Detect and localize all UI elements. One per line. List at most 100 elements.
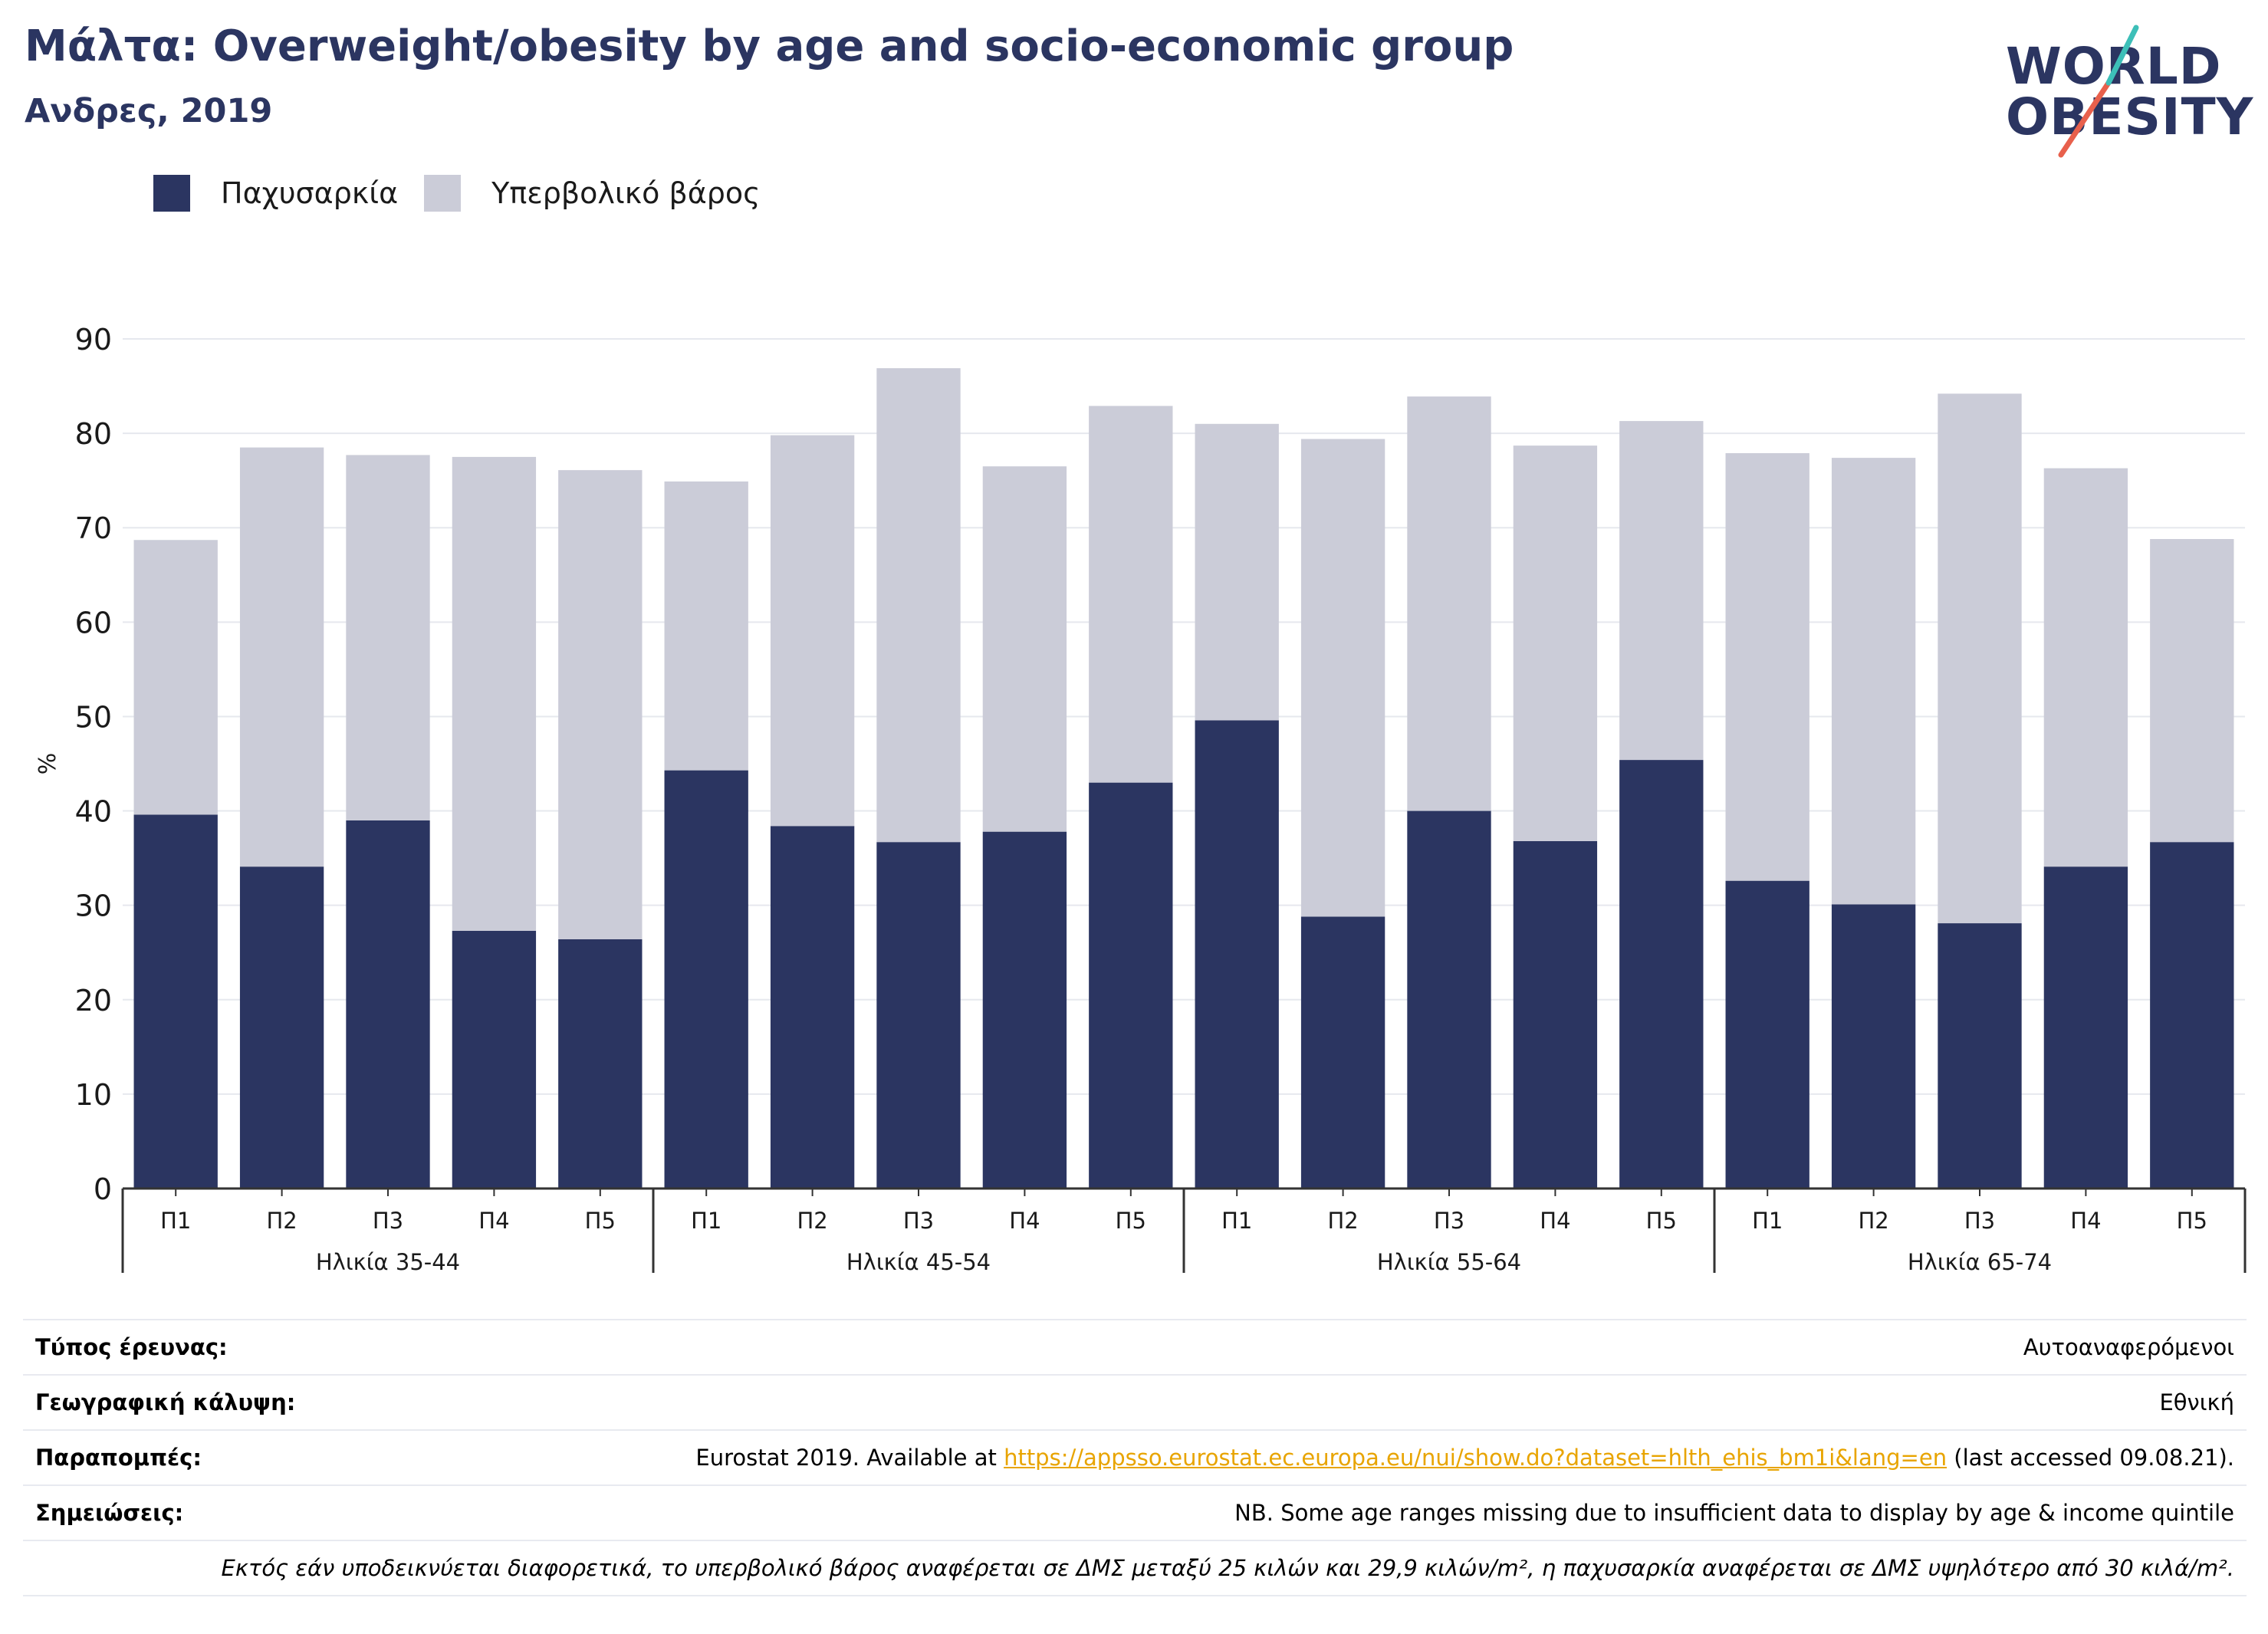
y-tick-label: 10 xyxy=(75,1078,112,1112)
x-tick-label: Π3 xyxy=(903,1208,934,1234)
bar-overweight xyxy=(346,455,430,820)
references-link[interactable]: https://appsso.eurostat.ec.europa.eu/nui… xyxy=(1004,1445,1948,1471)
bar-overweight xyxy=(1619,421,1704,761)
bar-overweight xyxy=(1938,393,2022,924)
x-tick-label: Π5 xyxy=(1116,1208,1146,1234)
info-definition-note: Εκτός εάν υποδεικνύεται διαφορετικά, το … xyxy=(221,1555,2235,1581)
logo-slash-icon xyxy=(2058,25,2139,158)
bar-obesity xyxy=(1619,760,1704,1189)
group-label: Ηλικία 55-64 xyxy=(1377,1249,1521,1275)
bar-overweight xyxy=(2150,538,2234,843)
info-row-definition: Εκτός εάν υποδεικνύεται διαφορετικά, το … xyxy=(23,1540,2247,1596)
info-label-notes: Σημειώσεις: xyxy=(35,1500,184,1526)
bar-overweight xyxy=(1831,458,1916,905)
bar-obesity xyxy=(1089,782,1173,1189)
bar-overweight xyxy=(1300,439,1385,917)
info-value-survey-type: Αυτοαναφερόμενοι xyxy=(2023,1334,2234,1360)
bar-overweight xyxy=(876,368,961,843)
info-row-coverage: Γεωγραφική κάλυψη: Εθνική xyxy=(23,1374,2247,1429)
bar-obesity xyxy=(2150,842,2234,1189)
y-tick-label: 70 xyxy=(75,511,112,545)
bar-obesity xyxy=(239,866,324,1189)
y-tick-label: 40 xyxy=(75,795,112,829)
x-tick-label: Π1 xyxy=(1221,1208,1252,1234)
bar-obesity xyxy=(770,826,855,1189)
y-tick-label: 60 xyxy=(75,606,112,639)
bar-obesity xyxy=(452,930,537,1189)
bar-obesity xyxy=(1938,923,2022,1189)
y-tick-label: 0 xyxy=(94,1172,112,1206)
info-value-coverage: Εθνική xyxy=(2159,1389,2234,1415)
legend-item-overweight: Υπερβολικό βάρος xyxy=(424,175,760,212)
bar-obesity xyxy=(346,820,430,1189)
bar-obesity xyxy=(664,770,748,1189)
x-tick-label: Π4 xyxy=(1009,1208,1040,1234)
bar-obesity xyxy=(2043,866,2128,1189)
bar-obesity xyxy=(1407,810,1491,1189)
x-tick-label: Π1 xyxy=(691,1208,721,1234)
group-label: Ηλικία 35-44 xyxy=(316,1249,460,1275)
bar-overweight xyxy=(1407,396,1491,811)
info-label-references: Παραπομπές: xyxy=(35,1445,202,1471)
references-suffix: (last accessed 09.08.21). xyxy=(1947,1445,2234,1471)
info-row-notes: Σημειώσεις: NB. Some age ranges missing … xyxy=(23,1484,2247,1540)
group-label: Ηλικία 65-74 xyxy=(1908,1249,2052,1275)
x-tick-label: Π2 xyxy=(1327,1208,1358,1234)
x-tick-label: Π4 xyxy=(478,1208,509,1234)
legend-item-obesity: Παχυσαρκία xyxy=(153,175,398,212)
x-tick-label: Π5 xyxy=(2177,1208,2207,1234)
x-tick-label: Π5 xyxy=(585,1208,616,1234)
x-tick-label: Π4 xyxy=(2070,1208,2101,1234)
info-row-references: Παραπομπές: Eurostat 2019. Available at … xyxy=(23,1429,2247,1484)
x-tick-label: Π2 xyxy=(266,1208,297,1234)
bar-overweight xyxy=(558,470,643,939)
bar-overweight xyxy=(664,481,748,771)
y-axis-label: % xyxy=(35,753,61,775)
info-row-survey-type: Τύπος έρευνας: Αυτοαναφερόμενοι xyxy=(23,1319,2247,1374)
x-tick-label: Π5 xyxy=(1646,1208,1677,1234)
bar-overweight xyxy=(770,435,855,827)
info-label-coverage: Γεωγραφική κάλυψη: xyxy=(35,1389,296,1415)
bar-overweight xyxy=(452,456,537,931)
world-obesity-logo: WORLD OBESITY xyxy=(1994,23,2254,161)
references-prefix: Eurostat 2019. Available at xyxy=(695,1445,1004,1471)
info-value-notes: NB. Some age ranges missing due to insuf… xyxy=(1234,1500,2234,1526)
x-tick-label: Π1 xyxy=(1752,1208,1783,1234)
legend-swatch-obesity xyxy=(153,175,190,212)
bar-overweight xyxy=(982,466,1067,832)
bar-obesity xyxy=(1831,904,1916,1189)
bar-overweight xyxy=(1195,423,1279,721)
bar-obesity xyxy=(876,842,961,1189)
x-tick-label: Π3 xyxy=(1964,1208,1995,1234)
bar-obesity xyxy=(982,831,1067,1189)
bar-obesity xyxy=(1300,916,1385,1189)
info-value-references: Eurostat 2019. Available at https://apps… xyxy=(695,1445,2234,1471)
y-tick-label: 80 xyxy=(75,417,112,451)
bar-obesity xyxy=(1195,720,1279,1189)
bar-overweight xyxy=(1089,406,1173,783)
y-tick-label: 30 xyxy=(75,889,112,923)
x-tick-label: Π4 xyxy=(1540,1208,1570,1234)
bar-overweight xyxy=(1513,445,1598,841)
bar-obesity xyxy=(1513,840,1598,1189)
y-tick-label: 50 xyxy=(75,700,112,734)
bar-obesity xyxy=(558,939,643,1189)
group-label: Ηλικία 45-54 xyxy=(846,1249,991,1275)
x-tick-label: Π1 xyxy=(160,1208,191,1234)
y-tick-label: 90 xyxy=(75,323,112,357)
y-tick-label: 20 xyxy=(75,984,112,1018)
bar-obesity xyxy=(1725,880,1809,1189)
chart-title: Μάλτα: Overweight/obesity by age and soc… xyxy=(25,21,1514,71)
legend-label-overweight: Υπερβολικό βάρος xyxy=(491,176,761,210)
logo-word-world: WORLD xyxy=(2006,37,2222,96)
x-tick-label: Π2 xyxy=(797,1208,827,1234)
x-tick-label: Π3 xyxy=(373,1208,403,1234)
chart-legend: Παχυσαρκία Υπερβολικό βάρος xyxy=(153,175,786,212)
bar-obesity xyxy=(133,814,218,1189)
legend-swatch-overweight xyxy=(424,175,462,212)
x-tick-label: Π3 xyxy=(1434,1208,1464,1234)
info-label-survey-type: Τύπος έρευνας: xyxy=(35,1334,228,1360)
legend-label-obesity: Παχυσαρκία xyxy=(221,176,399,210)
bar-overweight xyxy=(1725,452,1809,881)
chart-subtitle: Ανδρες, 2019 xyxy=(25,92,273,130)
